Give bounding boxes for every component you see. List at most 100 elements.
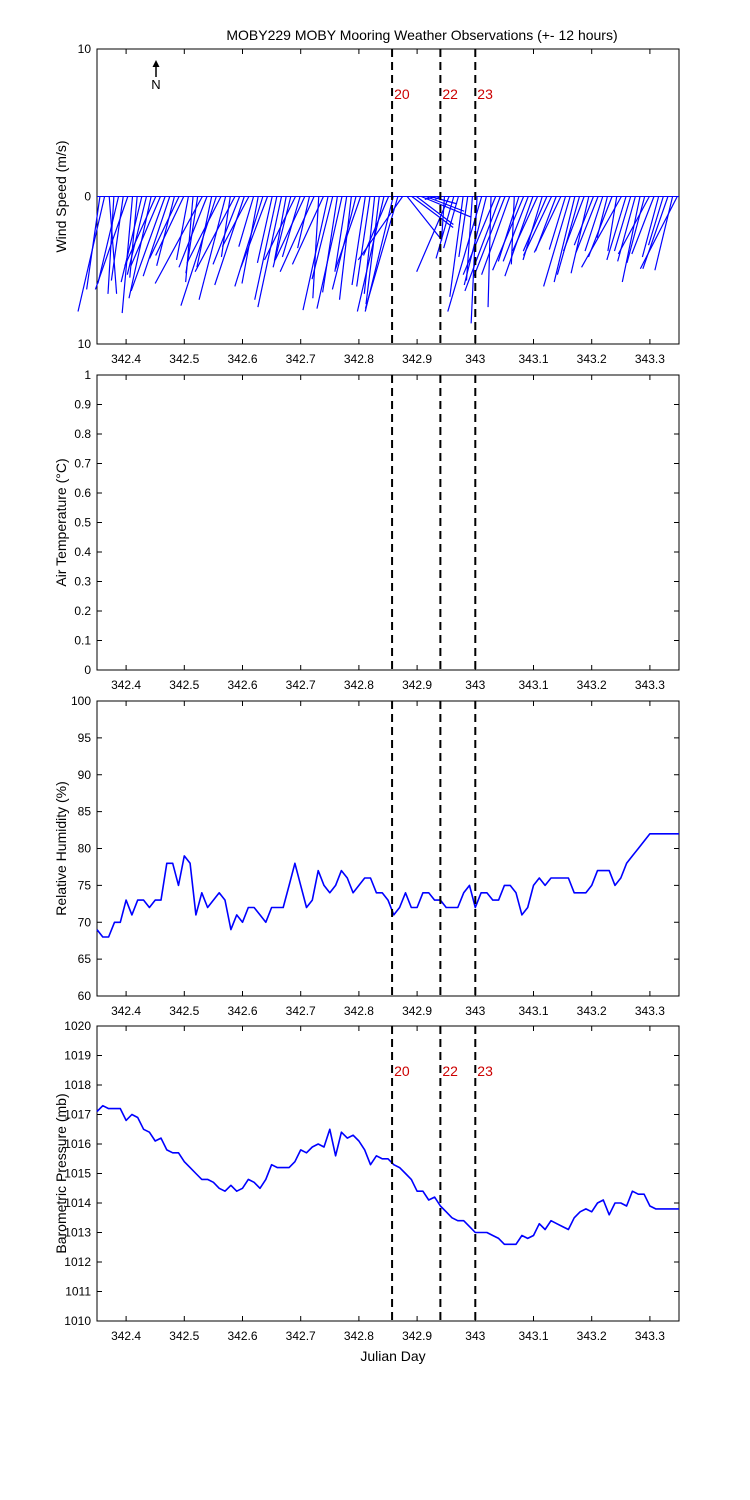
wind-stick bbox=[186, 196, 222, 264]
x-tick-label: 342.9 bbox=[402, 1004, 432, 1018]
y-tick-label: 90 bbox=[78, 768, 92, 782]
wind-stick bbox=[631, 196, 655, 255]
wind-stick bbox=[220, 196, 231, 258]
y-tick-label: 1018 bbox=[64, 1078, 91, 1092]
wind-stick bbox=[420, 195, 472, 218]
wind-stick bbox=[77, 196, 106, 312]
x-tick-label: 342.5 bbox=[169, 1004, 199, 1018]
wind-stick bbox=[302, 196, 329, 311]
wind-stick bbox=[94, 196, 129, 290]
north-label: N bbox=[151, 77, 160, 92]
x-axis-label: Julian Day bbox=[360, 1348, 425, 1364]
wind-stick bbox=[130, 196, 161, 267]
wind-stick bbox=[254, 196, 278, 300]
x-tick-label: 343 bbox=[465, 678, 485, 692]
wind-stick bbox=[626, 196, 646, 264]
wind-stick bbox=[322, 196, 338, 293]
x-tick-label: 343.3 bbox=[635, 1329, 665, 1343]
wind-stick bbox=[502, 196, 529, 262]
chart-panel-1: 10 0 10 342.4 342.5 342.6 342.7 342.8 342.9 343 34… bbox=[53, 42, 680, 366]
x-tick-label: 343.3 bbox=[635, 1004, 665, 1018]
wind-stick bbox=[464, 196, 501, 292]
wind-stick bbox=[641, 196, 660, 258]
y-tick-label: 100 bbox=[71, 694, 91, 708]
north-arrow-head bbox=[152, 60, 160, 67]
y-tick-label: 75 bbox=[78, 878, 92, 892]
x-tick-label: 342.4 bbox=[111, 1004, 141, 1018]
y-tick-label: 0.6 bbox=[74, 486, 91, 500]
north-arrow: N bbox=[151, 60, 161, 92]
x-tick-label: 342.7 bbox=[286, 678, 316, 692]
x-tick-label: 343.3 bbox=[635, 352, 665, 366]
wind-stick bbox=[425, 195, 465, 212]
wind-stick bbox=[492, 196, 525, 271]
wind-stick bbox=[365, 196, 380, 305]
x-tick-label: 342.7 bbox=[286, 352, 316, 366]
wind-stick bbox=[497, 196, 520, 262]
wind-stick bbox=[128, 196, 152, 299]
wind-stick bbox=[334, 196, 348, 272]
marker-label: 20 bbox=[394, 1063, 410, 1079]
x-tick-label: 342.9 bbox=[402, 678, 432, 692]
marker-label: 23 bbox=[477, 1063, 493, 1079]
x-tick-label: 343.1 bbox=[518, 678, 548, 692]
wind-stick bbox=[108, 196, 118, 294]
wind-stick bbox=[238, 196, 255, 247]
wind-stick bbox=[458, 196, 469, 258]
y-tick-label: 1014 bbox=[64, 1196, 91, 1210]
series-line bbox=[96, 832, 679, 938]
wind-stick bbox=[356, 196, 385, 312]
wind-stick bbox=[279, 196, 315, 272]
y-axis-label: Relative Humidity (%) bbox=[53, 781, 69, 916]
y-tick-label: 0.2 bbox=[74, 604, 91, 618]
y-tick-label: 1010 bbox=[64, 1314, 91, 1328]
wind-stick bbox=[194, 196, 236, 273]
wind-stick bbox=[175, 196, 189, 261]
wind-stick bbox=[617, 196, 650, 255]
wind-stick bbox=[440, 196, 446, 241]
x-tick-label: 342.8 bbox=[344, 678, 374, 692]
wind-stick bbox=[447, 196, 483, 312]
wind-stick bbox=[581, 196, 622, 268]
x-tick-label: 343.2 bbox=[577, 1004, 607, 1018]
wind-stick bbox=[240, 196, 269, 268]
wind-stick bbox=[548, 196, 567, 250]
y-tick-label: 1016 bbox=[64, 1137, 91, 1151]
y-tick-label: 0.4 bbox=[74, 545, 91, 559]
x-tick-label: 342.5 bbox=[169, 352, 199, 366]
x-tick-label: 343.1 bbox=[518, 1329, 548, 1343]
marker-label: 20 bbox=[394, 86, 410, 102]
wind-stick bbox=[363, 196, 376, 294]
x-tick-label: 342.9 bbox=[402, 352, 432, 366]
figure-title: MOBY229 MOBY Mooring Weather Observation… bbox=[226, 27, 617, 43]
wind-stick bbox=[364, 196, 399, 309]
wind-stick bbox=[338, 196, 352, 300]
x-tick-label: 343.2 bbox=[577, 678, 607, 692]
wind-stick bbox=[291, 196, 324, 265]
x-tick-label: 343.1 bbox=[518, 1004, 548, 1018]
x-tick-label: 343.2 bbox=[577, 352, 607, 366]
y-tick-label: 0.5 bbox=[74, 516, 91, 530]
wind-stick bbox=[180, 196, 217, 306]
x-tick-label: 343 bbox=[465, 1004, 485, 1018]
x-tick-label: 342.5 bbox=[169, 678, 199, 692]
y-tick-label: 0.8 bbox=[74, 427, 91, 441]
wind-stick bbox=[214, 196, 245, 286]
wind-stick bbox=[406, 196, 442, 240]
x-tick-label: 342.4 bbox=[111, 678, 141, 692]
y-tick-label: 0.9 bbox=[74, 398, 91, 412]
wind-stick bbox=[533, 196, 562, 253]
y-tick-label: 1 bbox=[84, 368, 91, 382]
y-tick-label: 65 bbox=[78, 952, 92, 966]
y-tick-label: 60 bbox=[78, 989, 92, 1003]
wind-stick bbox=[120, 196, 143, 283]
wind-stick bbox=[462, 196, 497, 275]
wind-stick bbox=[473, 196, 506, 277]
wind-stick bbox=[435, 196, 441, 200]
wind-stick bbox=[142, 196, 171, 277]
y-tick-label: 0.3 bbox=[74, 575, 91, 589]
x-tick-label: 342.9 bbox=[402, 1329, 432, 1343]
wind-stick bbox=[443, 196, 459, 249]
wind-stick bbox=[110, 196, 124, 281]
